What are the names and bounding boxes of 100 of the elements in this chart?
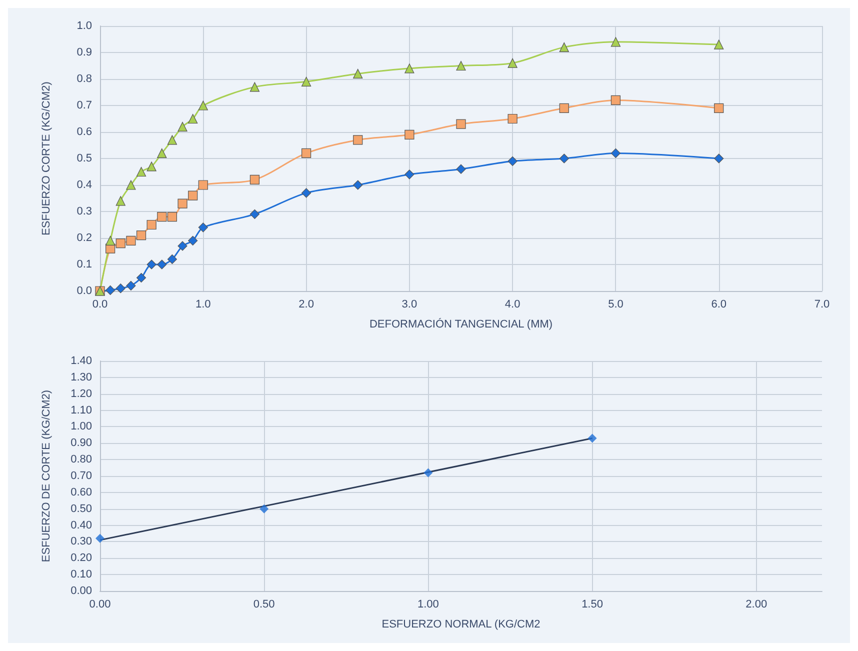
point (353, 135, 363, 145)
point (167, 135, 177, 145)
point (260, 504, 269, 514)
point (116, 238, 126, 248)
point (188, 190, 198, 200)
point (136, 230, 146, 240)
point (198, 222, 208, 232)
y-tick-label: 0.20 (70, 552, 92, 564)
y-tick-label: 0.4 (76, 179, 92, 191)
point (404, 130, 414, 140)
point (167, 254, 177, 264)
y-tick-label: 0.6 (76, 126, 92, 138)
y-tick-label: 0.00 (70, 585, 92, 597)
point (146, 220, 156, 230)
point (508, 114, 518, 124)
point (559, 103, 569, 113)
point (559, 42, 569, 52)
point (424, 468, 433, 478)
y-tick-label: 0.80 (70, 454, 92, 466)
x-tick-label: 2.00 (746, 598, 768, 610)
point (588, 434, 597, 443)
point (198, 100, 208, 110)
point (178, 241, 188, 251)
point (250, 82, 260, 92)
point (136, 166, 146, 177)
y-tick-label: 0.7 (76, 100, 92, 112)
y-tick-label: 0.0 (76, 285, 92, 297)
point (610, 148, 621, 158)
x-tick-label: 4.0 (504, 298, 520, 310)
y-axis-title: ESFUERZO CORTE (KG/CM2) (40, 82, 52, 236)
x-tick-label: 3.0 (402, 298, 418, 310)
point (126, 236, 136, 246)
point (456, 60, 466, 71)
y-tick-label: 0.8 (76, 73, 92, 85)
point (157, 260, 167, 270)
y-tick-label: 1.40 (70, 355, 92, 367)
point (126, 180, 136, 190)
point (157, 212, 167, 222)
point (508, 156, 518, 166)
x-tick-label: 1.0 (195, 298, 211, 310)
point (106, 236, 116, 246)
x-tick-label: 5.0 (608, 298, 624, 310)
x-tick-label: 7.0 (814, 298, 830, 310)
y-tick-label: 0.40 (70, 519, 92, 532)
x-tick-label: 0.50 (253, 598, 275, 610)
y-tick-label: 0.9 (76, 46, 92, 58)
y-tick-label: 0.60 (70, 486, 92, 498)
point (116, 284, 126, 294)
point (126, 280, 136, 290)
x-tick-label: 1.00 (417, 598, 439, 610)
y-tick-label: 1.0 (76, 20, 92, 32)
x-tick-label: 6.0 (711, 298, 727, 310)
point (353, 180, 363, 190)
y-tick-label: 0.30 (70, 536, 92, 548)
y-tick-label: 0.5 (76, 152, 92, 164)
point (167, 212, 177, 222)
y-tick-label: 0.3 (76, 206, 92, 218)
point (301, 188, 312, 198)
point (559, 154, 569, 164)
point (404, 64, 414, 74)
y-tick-label: 0.2 (76, 232, 92, 244)
y-tick-label: 1.10 (70, 404, 92, 416)
point (456, 119, 466, 129)
y-tick-label: 0.10 (70, 568, 92, 581)
point (301, 76, 312, 86)
point (178, 122, 188, 132)
y-tick-label: 0.1 (76, 258, 92, 270)
point (404, 170, 414, 180)
x-tick-label: 0.0 (92, 298, 108, 310)
y-tick-label: 1.30 (70, 371, 92, 384)
point (136, 272, 146, 283)
point (301, 148, 312, 158)
y-tick-label: 0.90 (70, 437, 92, 450)
point (146, 162, 156, 172)
x-tick-label: 1.50 (582, 598, 603, 610)
point (96, 534, 104, 543)
point (714, 154, 724, 164)
point (250, 209, 260, 219)
point (116, 196, 126, 206)
x-axis-title: ESFUERZO NORMAL (KG/CM2 (382, 618, 540, 630)
point (188, 114, 198, 124)
point (508, 58, 518, 68)
point (610, 95, 621, 105)
point (188, 236, 198, 246)
y-axis-title: ESFUERZO DE CORTE (KG/CM2) (40, 390, 52, 562)
y-tick-label: 1.00 (70, 420, 92, 433)
x-axis-title: DEFORMACIÓN TANGENCIAL (MM) (369, 318, 553, 330)
point (456, 164, 466, 174)
point (610, 37, 621, 47)
point (146, 260, 156, 270)
point (250, 174, 260, 184)
point (714, 103, 724, 113)
point (353, 68, 363, 78)
y-tick-label: 0.50 (70, 502, 92, 515)
point (714, 40, 724, 50)
point (157, 148, 167, 158)
y-tick-label: 1.20 (70, 388, 92, 400)
point (178, 198, 188, 208)
y-tick-label: 0.70 (70, 470, 92, 482)
x-tick-label: 0.00 (89, 598, 111, 610)
